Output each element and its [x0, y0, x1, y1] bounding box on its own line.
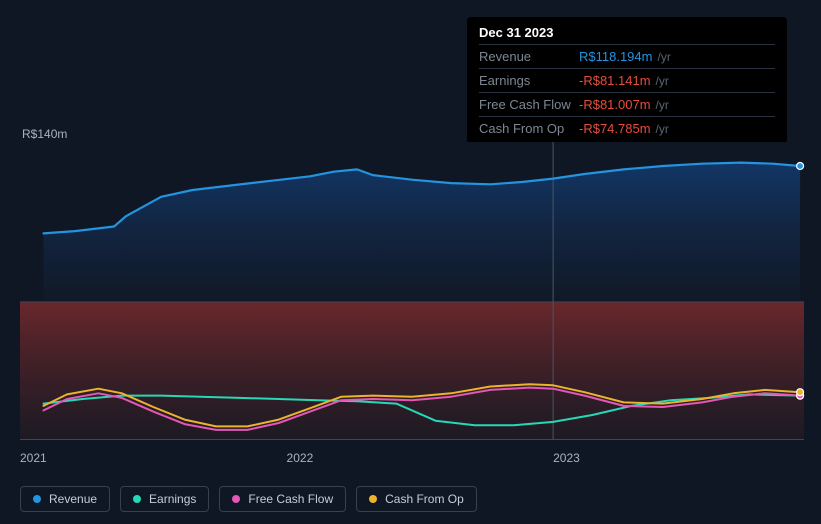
hover-tooltip: Dec 31 2023 RevenueR$118.194m/yrEarnings…: [467, 17, 787, 144]
legend-label: Cash From Op: [385, 492, 464, 506]
tooltip-row-unit: /yr: [656, 122, 669, 136]
x-axis-label: 2022: [287, 451, 314, 465]
tooltip-row-value: -R$74.785m: [579, 121, 651, 136]
gridline-bot: [20, 439, 804, 440]
legend-label: Free Cash Flow: [248, 492, 333, 506]
tooltip-date: Dec 31 2023: [479, 25, 775, 44]
tooltip-row-label: Cash From Op: [479, 121, 579, 136]
x-axis-label: 2023: [553, 451, 580, 465]
legend-swatch: [33, 495, 41, 503]
tooltip-row-label: Revenue: [479, 49, 579, 64]
legend-swatch: [133, 495, 141, 503]
tooltip-row-value: -R$81.007m: [579, 97, 651, 112]
legend-item[interactable]: Free Cash Flow: [219, 486, 346, 512]
tooltip-row-unit: /yr: [656, 98, 669, 112]
legend-label: Revenue: [49, 492, 97, 506]
y-axis-label-top: R$140m: [22, 127, 67, 141]
tooltip-row: Cash From Op-R$74.785m/yr: [479, 116, 775, 140]
tooltip-row: Earnings-R$81.141m/yr: [479, 68, 775, 92]
tooltip-row-unit: /yr: [656, 74, 669, 88]
legend-item[interactable]: Earnings: [120, 486, 209, 512]
legend-swatch: [369, 495, 377, 503]
tooltip-row-label: Earnings: [479, 73, 579, 88]
legend-swatch: [232, 495, 240, 503]
legend-label: Earnings: [149, 492, 196, 506]
finance-chart-panel: Dec 31 2023 RevenueR$118.194m/yrEarnings…: [0, 0, 821, 524]
tooltip-row: Free Cash Flow-R$81.007m/yr: [479, 92, 775, 116]
tooltip-row-value: R$118.194m: [579, 49, 652, 64]
tooltip-row: RevenueR$118.194m/yr: [479, 44, 775, 68]
tooltip-row-value: -R$81.141m: [579, 73, 651, 88]
legend-item[interactable]: Cash From Op: [356, 486, 477, 512]
chart-legend: Revenue Earnings Free Cash Flow Cash From O…: [20, 486, 477, 512]
x-axis-label: 2021: [20, 451, 47, 465]
legend-item[interactable]: Revenue: [20, 486, 110, 512]
tooltip-row-unit: /yr: [657, 50, 670, 64]
tooltip-row-label: Free Cash Flow: [479, 97, 579, 112]
chart-plot-area[interactable]: [20, 142, 804, 439]
